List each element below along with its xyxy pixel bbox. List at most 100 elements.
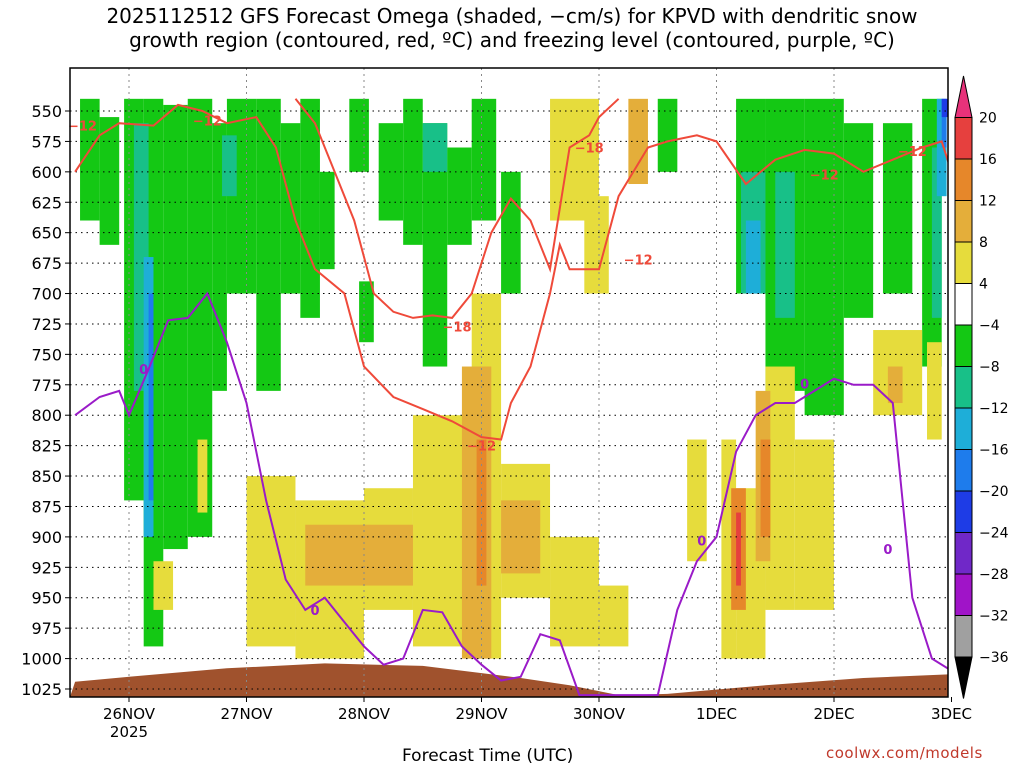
x-tick-label: 1DEC [696, 705, 737, 723]
omega-cell [422, 123, 448, 172]
axes-layer: 550 575 600 625 650 675 700 725 750 775 800 825 850 8… [21, 102, 972, 741]
omega-cell [99, 117, 120, 245]
colorbar-swatch [954, 283, 973, 326]
omega-cell [927, 342, 942, 440]
contour-layer [74, 98, 948, 697]
contour-label: −18 [443, 320, 472, 335]
y-tick-label: 600 [31, 163, 62, 182]
omega-cell [657, 98, 678, 172]
chart-title: 2025112512 GFS Forecast Omega (shaded, −… [106, 4, 918, 52]
omega-shading-layer [80, 98, 948, 659]
omega-cell [300, 98, 320, 318]
colorbar-swatch [954, 407, 973, 450]
contour-label: −12 [68, 120, 97, 135]
contour-label: 0 [883, 543, 892, 558]
contour-line [294, 98, 620, 319]
x-tick-label: 2DEC [813, 705, 854, 723]
omega-cell [931, 147, 942, 318]
y-tick-label: 875 [31, 497, 62, 516]
omega-cell [359, 281, 374, 343]
contour-line [74, 103, 948, 441]
y-tick-label: 750 [31, 345, 62, 364]
contour-label: −12 [624, 253, 653, 268]
omega-cell [941, 98, 948, 118]
omega-cell [794, 439, 834, 610]
omega-cell [378, 123, 404, 221]
omega-cell [80, 98, 100, 221]
x-tick-label: 26NOV [103, 705, 156, 723]
colorbar-swatch [954, 615, 973, 658]
colorbar-tick-label: −36 [979, 650, 1009, 666]
omega-cell [447, 147, 472, 245]
colorbar-swatch [954, 75, 973, 118]
contour-label: 0 [697, 535, 706, 550]
colorbar-tick-label: 20 [979, 111, 997, 127]
terrain-layer [70, 663, 948, 697]
omega-cell [349, 98, 369, 172]
colorbar-swatch [954, 241, 973, 284]
y-tick-label: 925 [31, 558, 62, 577]
colorbar-tick-label: −20 [979, 484, 1009, 500]
colorbar-tick-label: −24 [979, 526, 1009, 542]
y-tick-label: 650 [31, 224, 62, 243]
contour-label: −12 [193, 115, 222, 130]
omega-cell [804, 98, 844, 416]
omega-cell [280, 123, 301, 294]
y-tick-label: 825 [31, 437, 62, 456]
omega-cell [736, 512, 741, 586]
omega-cell [305, 524, 413, 586]
omega-cell [628, 98, 648, 185]
x-tick-label: 30NOV [573, 705, 626, 723]
colorbar-swatch [954, 656, 973, 699]
omega-cell [745, 220, 761, 294]
y-tick-label: 550 [31, 102, 62, 121]
x-tick-label: 3DEC [931, 705, 972, 723]
omega-cell [256, 98, 281, 391]
plot-frame [69, 67, 949, 698]
contour-label: −12 [810, 168, 839, 183]
y-tick-label: 775 [31, 376, 62, 395]
source-credit[interactable]: coolwx.com/models [826, 744, 983, 762]
y-tick-label: 850 [31, 467, 62, 486]
colorbar-tick-label: −8 [979, 360, 1000, 376]
x-tick-label: 27NOV [220, 705, 273, 723]
colorbar-tick-label: −16 [979, 443, 1009, 459]
y-tick-label: 575 [31, 132, 62, 151]
x-tick-sublabel: 2025 [110, 723, 148, 741]
colorbar-tick-label: 16 [979, 152, 997, 168]
omega-cell [471, 98, 497, 221]
contour-label: −12 [467, 440, 496, 455]
x-tick-label: 28NOV [338, 705, 391, 723]
colorbar-swatch [954, 200, 973, 243]
omega-cell [760, 439, 771, 537]
y-tick-label: 625 [31, 193, 62, 212]
x-tick-label: 29NOV [455, 705, 508, 723]
omega-cell [226, 98, 257, 294]
colorbar-swatch [954, 324, 973, 367]
y-tick-label: 1000 [21, 650, 62, 669]
terrain-band [70, 663, 948, 697]
omega-cell [319, 171, 335, 270]
contour-label: 0 [800, 378, 809, 393]
colorbar-tick-label: 12 [979, 194, 997, 210]
omega-cell [403, 98, 423, 245]
colorbar-swatch [954, 158, 973, 201]
colorbar: 20 16 12 8 4 −4 −8 −12 −16 −20 −24 −28 −32 −36 [954, 75, 1009, 699]
omega-cell [246, 476, 296, 647]
contour-label: 0 [311, 604, 320, 619]
y-tick-label: 1025 [21, 680, 62, 699]
y-tick-label: 675 [31, 254, 62, 273]
contour-label: −12 [898, 145, 927, 160]
colorbar-swatch [954, 117, 973, 160]
colorbar-tick-label: 4 [979, 277, 988, 293]
colorbar-swatch [954, 573, 973, 616]
colorbar-tick-label: −4 [979, 318, 1000, 334]
omega-cell [222, 135, 237, 197]
omega-cell [550, 536, 599, 647]
colorbar-swatch [954, 532, 973, 575]
omega-cell [148, 293, 154, 501]
colorbar-swatch [954, 366, 973, 409]
y-tick-label: 725 [31, 315, 62, 334]
y-tick-label: 700 [31, 285, 62, 304]
